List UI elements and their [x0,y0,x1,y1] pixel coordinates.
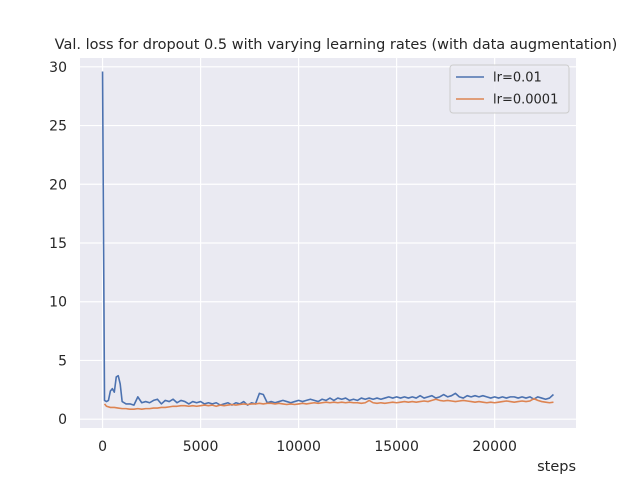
y-tick-label: 5 [58,353,67,369]
y-tick-label: 15 [49,236,67,252]
y-tick-label: 20 [49,177,67,193]
series-line-2 [103,397,554,411]
x-tick-label: 0 [98,439,107,455]
x-tick-label: 20000 [472,439,517,455]
x-tick-label: 15000 [374,439,419,455]
chart-title: Val. loss for dropout 0.5 with varying l… [55,37,618,53]
y-tick-labels: 0 5 10 15 20 25 30 [49,60,67,428]
x-tick-label: 10000 [276,439,321,455]
x-tick-label: 5000 [183,439,219,455]
y-tick-label: 30 [49,60,67,76]
y-tick-label: 10 [49,295,67,311]
grid-lines [80,58,576,428]
legend: lr=0.01 lr=0.0001 [449,64,570,114]
legend-label: lr=0.01 [493,71,542,86]
y-tick-label: 25 [49,119,67,135]
y-tick-label: 0 [58,412,67,428]
series-lines [101,71,554,411]
x-axis-label: steps [537,459,576,475]
legend-label: lr=0.0001 [493,93,558,108]
series-line-1 [101,71,554,406]
x-tick-labels: 0 5000 10000 15000 20000 [98,439,517,455]
